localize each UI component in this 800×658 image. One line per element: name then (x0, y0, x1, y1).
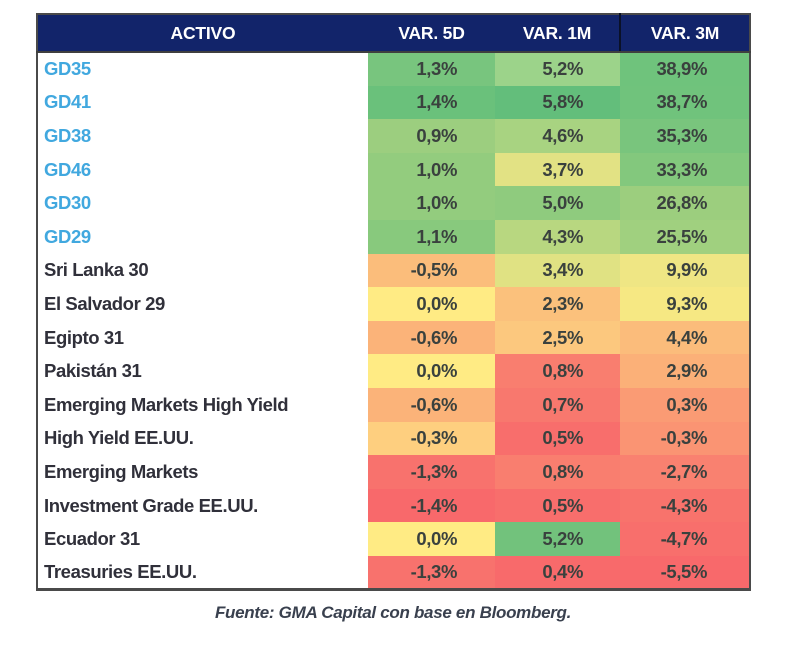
asset-name-label: Emerging Markets High Yield (37, 387, 368, 422)
table-header: ACTIVO VAR. 5D VAR. 1M VAR. 3M (37, 14, 750, 53)
asset-ticker-label: GD29 (37, 219, 368, 254)
value-cell: 38,7% (620, 85, 750, 120)
value-cell: 0,0% (368, 522, 495, 556)
asset-name-label: Egipto 31 (37, 320, 368, 355)
value-cell: 4,6% (495, 119, 620, 153)
value-cell: 35,3% (620, 119, 750, 153)
value-cell: 38,9% (620, 52, 750, 86)
column-header-var-1m: VAR. 1M (495, 14, 620, 53)
asset-name-label: High Yield EE.UU. (37, 421, 368, 456)
value-cell: 0,5% (495, 488, 620, 523)
table-row: Treasuries EE.UU. -1,3% 0,4% -5,5% (37, 555, 750, 590)
value-cell: 5,2% (495, 522, 620, 556)
value-cell: 0,3% (620, 387, 750, 422)
table-row: GD30 1,0% 5,0% 26,8% (37, 186, 750, 220)
value-cell: 3,4% (495, 253, 620, 288)
table-row: Investment Grade EE.UU. -1,4% 0,5% -4,3% (37, 488, 750, 523)
header-row: ACTIVO VAR. 5D VAR. 1M VAR. 3M (37, 14, 750, 53)
asset-name-label: Treasuries EE.UU. (37, 555, 368, 590)
value-cell: 2,3% (495, 287, 620, 321)
value-cell: 9,3% (620, 287, 750, 321)
value-cell: 4,3% (495, 219, 620, 254)
value-cell: 0,9% (368, 119, 495, 153)
value-cell: 0,7% (495, 387, 620, 422)
source-caption: Fuente: GMA Capital con base en Bloomber… (214, 603, 572, 622)
table-row: Emerging Markets High Yield -0,6% 0,7% 0,3% (37, 387, 750, 422)
value-cell: 25,5% (620, 219, 750, 254)
asset-name-label: Sri Lanka 30 (37, 253, 368, 288)
value-cell: 0,0% (368, 287, 495, 321)
value-cell: 0,5% (495, 421, 620, 456)
table-row: GD46 1,0% 3,7% 33,3% (37, 152, 750, 187)
column-header-var-3m: VAR. 3M (619, 14, 750, 53)
value-cell: -5,5% (620, 555, 750, 590)
asset-ticker-label: GD46 (37, 152, 368, 187)
performance-heatmap-table: ACTIVO VAR. 5D VAR. 1M VAR. 3M GD35 1,3% 5… (36, 13, 751, 591)
value-cell: -1,4% (368, 488, 495, 523)
asset-ticker-label: GD35 (37, 52, 368, 86)
value-cell: 1,0% (368, 186, 495, 220)
table-row: Egipto 31 -0,6% 2,5% 4,4% (37, 320, 750, 355)
value-cell: 1,1% (368, 219, 495, 254)
value-cell: 26,8% (620, 186, 750, 220)
table-row: El Salvador 29 0,0% 2,3% 9,3% (37, 287, 750, 321)
asset-name-label: Ecuador 31 (37, 522, 368, 556)
value-cell: -0,3% (368, 421, 495, 456)
table-row: Emerging Markets -1,3% 0,8% -2,7% (37, 455, 750, 489)
value-cell: 0,4% (495, 555, 620, 590)
value-cell: 5,8% (495, 85, 620, 120)
table-row: Sri Lanka 30 -0,5% 3,4% 9,9% (37, 253, 750, 288)
asset-ticker-label: GD41 (37, 85, 368, 120)
column-header-var-5d: VAR. 5D (368, 14, 495, 53)
table-row: GD38 0,9% 4,6% 35,3% (37, 119, 750, 153)
value-cell: 33,3% (620, 152, 750, 187)
value-cell: -0,6% (368, 387, 495, 422)
asset-ticker-label: GD30 (37, 186, 368, 220)
asset-name-label: Emerging Markets (37, 455, 368, 489)
value-cell: 1,0% (368, 152, 495, 187)
value-cell: 2,5% (495, 320, 620, 355)
value-cell: -0,3% (620, 421, 750, 456)
table-row: Ecuador 31 0,0% 5,2% -4,7% (37, 522, 750, 556)
value-cell: -2,7% (620, 455, 750, 489)
value-cell: -1,3% (368, 555, 495, 590)
value-cell: 0,0% (368, 354, 495, 388)
value-cell: -4,7% (620, 522, 750, 556)
value-cell: 4,4% (620, 320, 750, 355)
column-header-activo: ACTIVO (37, 14, 368, 53)
value-cell: -4,3% (620, 488, 750, 523)
table-row: GD41 1,4% 5,8% 38,7% (37, 85, 750, 120)
value-cell: -1,3% (368, 455, 495, 489)
value-cell: 1,3% (368, 52, 495, 86)
value-cell: 5,2% (495, 52, 620, 86)
value-cell: 1,4% (368, 85, 495, 120)
value-cell: 0,8% (495, 455, 620, 489)
asset-ticker-label: GD38 (37, 119, 368, 153)
table-row: GD35 1,3% 5,2% 38,9% (37, 52, 750, 86)
asset-name-label: Pakistán 31 (37, 354, 368, 388)
value-cell: -0,5% (368, 253, 495, 288)
asset-name-label: Investment Grade EE.UU. (37, 488, 368, 523)
table-row: Pakistán 31 0,0% 0,8% 2,9% (37, 354, 750, 388)
asset-name-label: El Salvador 29 (37, 287, 368, 321)
value-cell: 0,8% (495, 354, 620, 388)
table-row: High Yield EE.UU. -0,3% 0,5% -0,3% (37, 421, 750, 456)
value-cell: 9,9% (620, 253, 750, 288)
value-cell: -0,6% (368, 320, 495, 355)
value-cell: 5,0% (495, 186, 620, 220)
value-cell: 2,9% (620, 354, 750, 388)
table-row: GD29 1,1% 4,3% 25,5% (37, 219, 750, 254)
value-cell: 3,7% (495, 152, 620, 187)
table-body: GD35 1,3% 5,2% 38,9% GD41 1,4% 5,8% 38,7% GD38 0,… (37, 52, 750, 590)
